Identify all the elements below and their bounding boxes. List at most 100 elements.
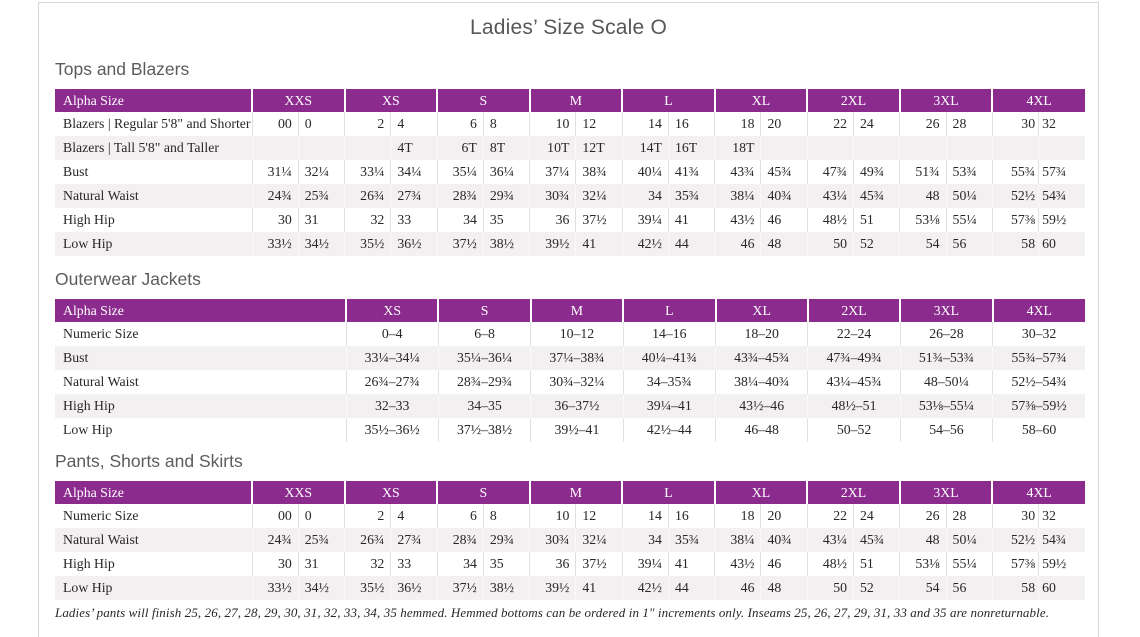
value-cell: 57⅜–59½ — [992, 394, 1085, 418]
table-row: Natural Waist 26¾–27¾ 28¾–29¾ 30¾–32¼ 34–35¾… — [55, 370, 1085, 394]
value-cell: 14 — [621, 504, 669, 528]
value-cell: 34½ — [297, 576, 345, 600]
value-cell: 6 — [436, 504, 484, 528]
value-cell: 50–52 — [807, 418, 901, 442]
size-header-l: L — [621, 89, 715, 112]
value-cell: 39½ — [529, 232, 576, 256]
row-label: Low Hip — [63, 422, 113, 437]
value-cell: 39½ — [529, 576, 576, 600]
value-cell: 48 — [899, 184, 947, 208]
alpha-size-header: Alpha Size — [55, 89, 253, 112]
value-cell: 30 — [991, 504, 1039, 528]
value-cell: 16 — [667, 112, 715, 136]
value-cell: 12T — [575, 136, 623, 160]
value-cell: 42½–44 — [622, 418, 716, 442]
value-cell: 10 — [529, 504, 576, 528]
value-cell: 57⅜ — [991, 208, 1039, 232]
value-cell — [806, 136, 854, 160]
value-cell — [852, 136, 900, 160]
size-header-xxs: XXS — [251, 481, 345, 504]
row-label: Numeric Size — [63, 508, 139, 523]
value-cell: 58 — [991, 232, 1039, 256]
value-cell: 53⅛–55¼ — [899, 394, 993, 418]
table-row: Natural Waist 24¾ 25¾ 26¾ 27¾ 28¾ 29¾ 30¾ 32¼ 34 3… — [55, 184, 1085, 208]
value-cell: 60 — [1038, 232, 1085, 256]
value-cell: 30¾ — [529, 184, 576, 208]
value-cell: 30¾ — [529, 528, 576, 552]
value-cell: 43½ — [714, 552, 761, 576]
size-header-3xl: 3XL — [898, 481, 993, 504]
value-cell: 22–24 — [807, 322, 901, 346]
table-row: Numeric Size 0–4 6–8 10–12 14–16 18–20 22–24 26… — [55, 322, 1085, 346]
size-header-2xl: 2XL — [806, 299, 901, 322]
value-cell: 50 — [806, 576, 854, 600]
value-cell: 40¾ — [760, 184, 808, 208]
table-row: High Hip 32–33 34–35 36–37½ 39¼–41 43½–46 48½–… — [55, 394, 1085, 418]
value-cell: 53¾ — [945, 160, 993, 184]
alpha-size-header: Alpha Size — [55, 481, 253, 504]
value-cell: 38½ — [482, 232, 530, 256]
value-cell: 41 — [575, 576, 623, 600]
value-cell: 28 — [945, 504, 993, 528]
value-cell: 38¼–40¾ — [714, 370, 808, 394]
value-cell: 0–4 — [345, 322, 439, 346]
value-cell: 57¾ — [1038, 160, 1085, 184]
value-cell: 48½–51 — [807, 394, 901, 418]
value-cell: 36½ — [390, 576, 438, 600]
section-heading-pants-shorts-skirts: Pants, Shorts and Skirts — [55, 451, 243, 471]
value-cell: 33¼–34¼ — [345, 346, 439, 370]
value-cell: 8 — [482, 112, 530, 136]
value-cell: 18T — [714, 136, 761, 160]
value-cell: 26¾ — [344, 528, 391, 552]
table-row: High Hip 30 31 32 33 34 35 36 37½ 39¼ 41 43½ 46 48½ 51… — [55, 208, 1085, 232]
outerwear-jackets-table-grid: Alpha Size XS S M L XL 2XL 3XL 4XL Numeric Size 0–… — [55, 299, 1085, 442]
value-cell: 51¾–53¾ — [899, 346, 993, 370]
value-cell: 55¾–57¾ — [992, 346, 1085, 370]
size-header-4xl: 4XL — [991, 89, 1085, 112]
size-header-2xl: 2XL — [806, 89, 900, 112]
size-header-s: S — [436, 481, 530, 504]
value-cell: 20 — [760, 504, 808, 528]
value-cell: 18 — [714, 504, 761, 528]
value-cell: 40¼–41¾ — [622, 346, 716, 370]
value-cell: 34 — [436, 208, 484, 232]
value-cell: 46 — [714, 232, 761, 256]
size-header-xl: XL — [714, 299, 808, 322]
size-header-row: Alpha Size XXS XS S M L XL 2XL 3XL 4XL — [55, 481, 1085, 504]
value-cell: 43½ — [714, 208, 761, 232]
value-cell: 58–60 — [992, 418, 1085, 442]
value-cell: 10T — [529, 136, 576, 160]
value-cell: 48½ — [806, 552, 854, 576]
value-cell: 34 — [621, 184, 669, 208]
value-cell: 4T — [390, 136, 438, 160]
value-cell: 51 — [852, 208, 900, 232]
size-header-4xl: 4XL — [991, 481, 1085, 504]
row-label: Natural Waist — [63, 374, 139, 389]
value-cell: 8T — [482, 136, 530, 160]
value-cell: 31 — [297, 552, 345, 576]
value-cell: 33¼ — [344, 160, 391, 184]
value-cell: 55¼ — [945, 208, 993, 232]
size-header-xl: XL — [713, 481, 808, 504]
value-cell: 37½ — [436, 232, 484, 256]
table-row: Numeric Size 00 0 2 4 6 8 10 12 14 16 18 20 22 24 26 28 3… — [55, 504, 1085, 528]
value-cell: 00 — [251, 112, 299, 136]
value-cell: 37¼ — [529, 160, 576, 184]
value-cell: 26–28 — [899, 322, 993, 346]
value-cell: 54 — [899, 576, 947, 600]
value-cell: 42½ — [621, 576, 669, 600]
value-cell: 39¼ — [621, 208, 669, 232]
value-cell: 55¾ — [991, 160, 1039, 184]
pants-shorts-skirts-table: Alpha Size XXS XS S M L XL 2XL 3XL 4XL Numeric Siz… — [55, 481, 1085, 600]
value-cell: 30 — [991, 112, 1039, 136]
value-cell: 49¾ — [852, 160, 900, 184]
value-cell: 28 — [945, 112, 993, 136]
value-cell: 6 — [436, 112, 484, 136]
value-cell: 43¼ — [806, 528, 854, 552]
row-label: High Hip — [55, 394, 346, 418]
row-label: Bust — [55, 346, 346, 370]
value-cell: 43½–46 — [714, 394, 808, 418]
value-cell: 34¼ — [390, 160, 438, 184]
size-header-row: Alpha Size XXS XS S M L XL 2XL 3XL 4XL — [55, 89, 1085, 112]
value-cell: 22 — [806, 112, 854, 136]
